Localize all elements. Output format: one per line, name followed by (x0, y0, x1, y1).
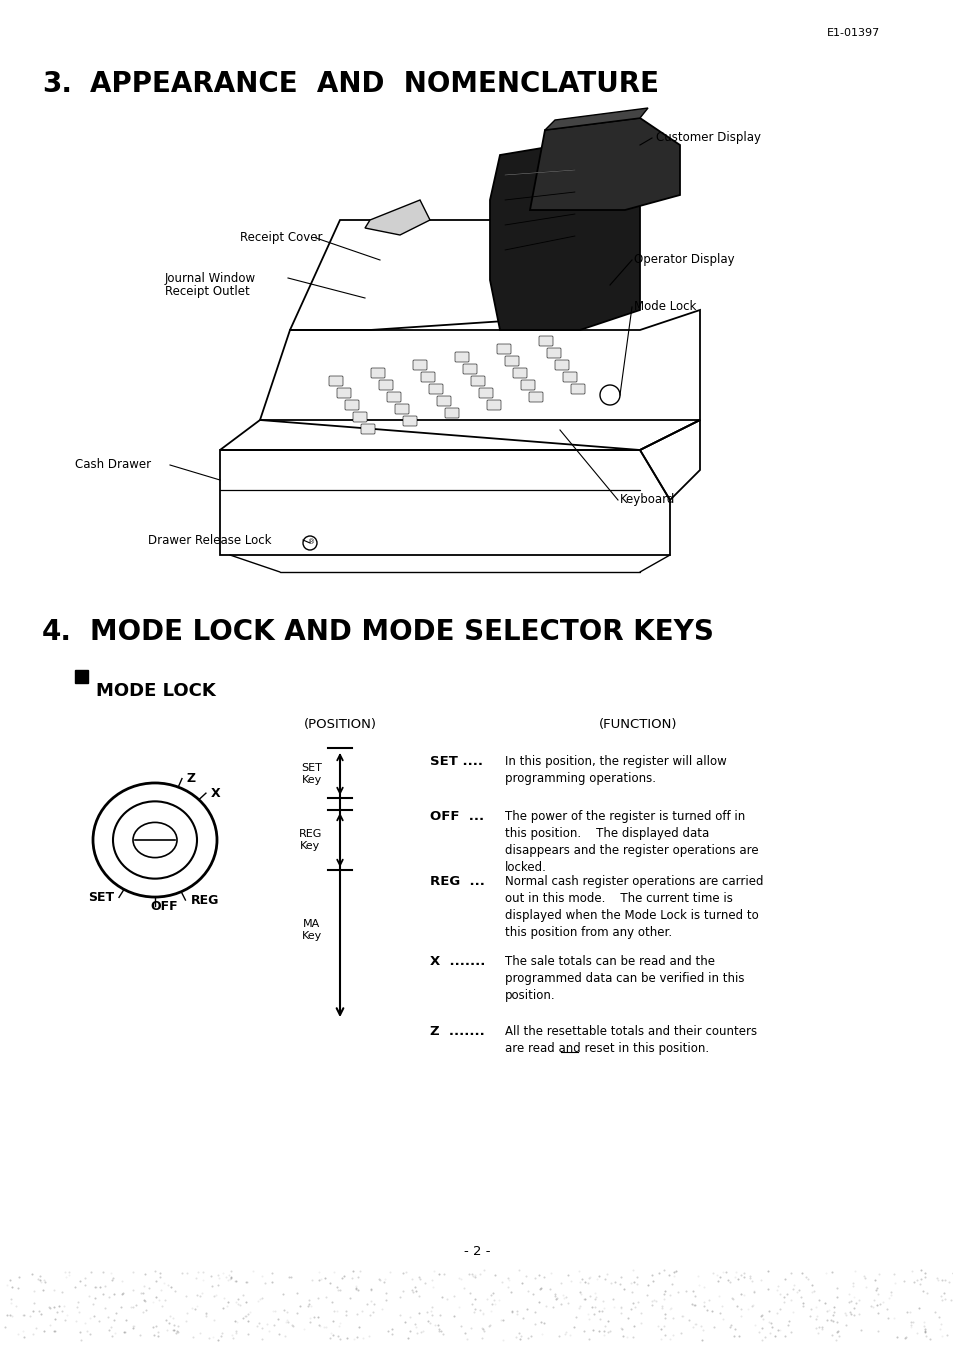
Text: Customer Display: Customer Display (656, 131, 760, 145)
Polygon shape (544, 108, 647, 130)
FancyBboxPatch shape (504, 357, 518, 366)
Polygon shape (530, 118, 679, 209)
Text: (FUNCTION): (FUNCTION) (598, 717, 677, 731)
Text: Journal Window: Journal Window (165, 272, 255, 285)
Text: SET: SET (88, 890, 113, 904)
FancyBboxPatch shape (471, 376, 484, 386)
FancyBboxPatch shape (529, 392, 542, 403)
FancyBboxPatch shape (562, 372, 577, 382)
FancyBboxPatch shape (486, 400, 500, 409)
FancyBboxPatch shape (420, 372, 435, 382)
FancyBboxPatch shape (378, 380, 393, 390)
Text: Operator Display: Operator Display (634, 254, 734, 266)
Text: SET
Key: SET Key (301, 763, 322, 785)
Text: Receipt Cover: Receipt Cover (240, 231, 322, 245)
Text: Receipt Outlet: Receipt Outlet (165, 285, 250, 299)
Text: Cash Drawer: Cash Drawer (75, 458, 151, 471)
Text: 3.: 3. (42, 70, 71, 99)
Text: Drawer Release Lock: Drawer Release Lock (148, 534, 272, 547)
FancyBboxPatch shape (538, 336, 553, 346)
Text: - 2 -: - 2 - (463, 1246, 490, 1258)
FancyBboxPatch shape (436, 396, 451, 407)
FancyBboxPatch shape (546, 349, 560, 358)
Text: OFF  ...: OFF ... (430, 811, 483, 823)
FancyBboxPatch shape (555, 359, 568, 370)
FancyBboxPatch shape (444, 408, 458, 417)
FancyBboxPatch shape (360, 424, 375, 434)
Text: All the resettable totals and their counters
are read and reset in this position: All the resettable totals and their coun… (504, 1025, 757, 1055)
Polygon shape (490, 141, 639, 330)
FancyBboxPatch shape (329, 376, 343, 386)
Text: APPEARANCE  AND  NOMENCLATURE: APPEARANCE AND NOMENCLATURE (90, 70, 659, 99)
Text: REG
Key: REG Key (298, 830, 322, 851)
Text: The sale totals can be read and the
programmed data can be verified in this
posi: The sale totals can be read and the prog… (504, 955, 743, 1002)
Text: MODE LOCK: MODE LOCK (96, 682, 215, 700)
Text: OFF: OFF (150, 900, 177, 913)
Text: X: X (211, 786, 220, 800)
Text: X  .......: X ....... (430, 955, 485, 969)
Text: (POSITION): (POSITION) (303, 717, 376, 731)
FancyBboxPatch shape (387, 392, 400, 403)
Text: Mode Lock: Mode Lock (634, 300, 696, 313)
Text: In this position, the register will allow
programming operations.: In this position, the register will allo… (504, 755, 726, 785)
FancyBboxPatch shape (478, 388, 493, 399)
Text: ®: ® (308, 539, 315, 544)
FancyBboxPatch shape (462, 363, 476, 374)
FancyBboxPatch shape (413, 359, 427, 370)
FancyBboxPatch shape (371, 367, 385, 378)
FancyBboxPatch shape (429, 384, 442, 394)
FancyBboxPatch shape (395, 404, 409, 413)
Text: REG: REG (191, 893, 218, 907)
Text: Z: Z (187, 771, 196, 785)
Text: Normal cash register operations are carried
out in this mode.    The current tim: Normal cash register operations are carr… (504, 875, 762, 939)
Text: 4.: 4. (42, 617, 71, 646)
FancyBboxPatch shape (353, 412, 367, 422)
FancyBboxPatch shape (345, 400, 358, 409)
Polygon shape (365, 200, 430, 235)
Text: REG  ...: REG ... (430, 875, 484, 888)
Text: E1-01397: E1-01397 (826, 28, 879, 38)
FancyBboxPatch shape (513, 367, 526, 378)
FancyBboxPatch shape (455, 353, 469, 362)
FancyBboxPatch shape (520, 380, 535, 390)
Text: MA
Key: MA Key (301, 919, 322, 940)
Bar (75, 670, 88, 684)
Text: SET ....: SET .... (430, 755, 482, 767)
FancyBboxPatch shape (571, 384, 584, 394)
Text: The power of the register is turned off in
this position.    The displayed data
: The power of the register is turned off … (504, 811, 758, 874)
Text: Keyboard: Keyboard (619, 493, 675, 507)
Text: Z  .......: Z ....... (430, 1025, 484, 1038)
Text: MODE LOCK AND MODE SELECTOR KEYS: MODE LOCK AND MODE SELECTOR KEYS (90, 617, 713, 646)
FancyBboxPatch shape (402, 416, 416, 426)
FancyBboxPatch shape (336, 388, 351, 399)
FancyBboxPatch shape (497, 345, 511, 354)
